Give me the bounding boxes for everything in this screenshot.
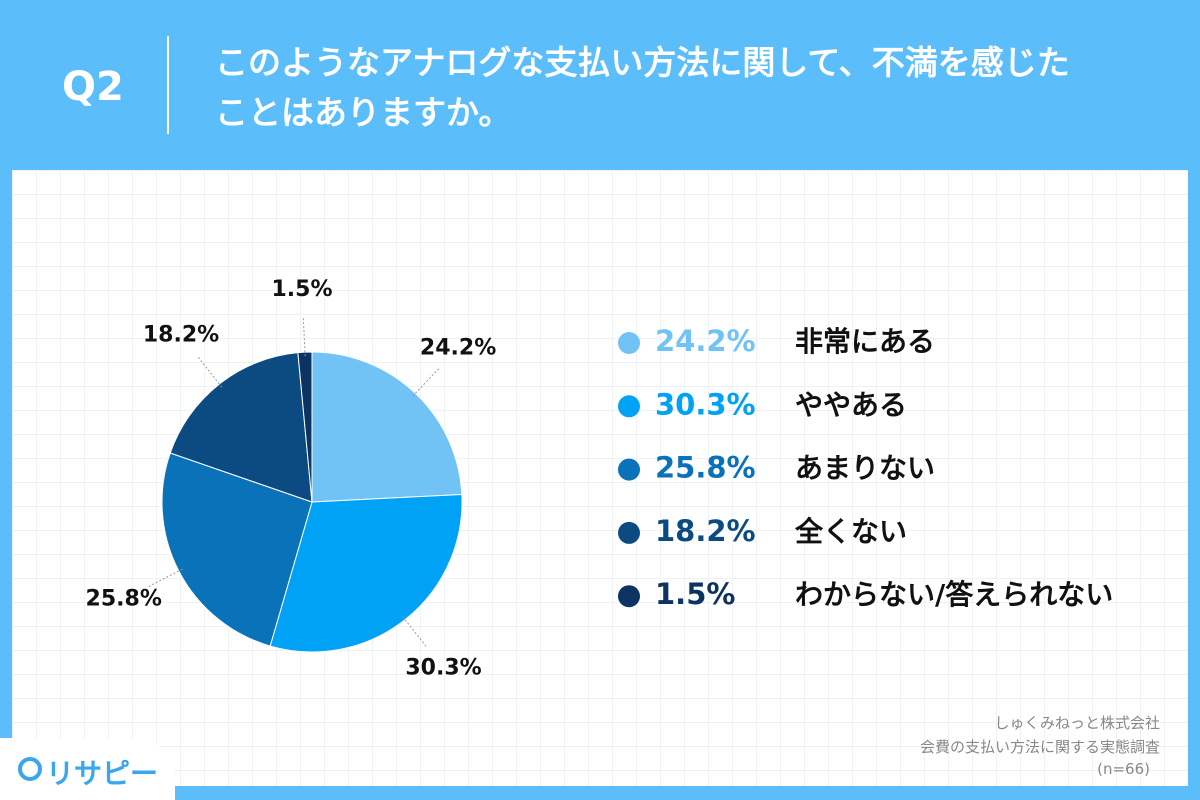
- leader-line: [147, 568, 183, 588]
- legend-value: 18.2%: [655, 514, 756, 548]
- legend-label: あまりない: [795, 452, 935, 485]
- legend-marker: [618, 585, 640, 608]
- pie-slice: [311, 351, 463, 503]
- legend-marker: [618, 395, 640, 418]
- pie-slice: [297, 351, 313, 503]
- leader-line: [402, 616, 428, 648]
- legend-value: 1.5%: [655, 577, 735, 611]
- source: (n=66): [1097, 760, 1150, 778]
- question: このようなアナログな支払い方法に関して、不満を感じた ことはありますか。: [215, 38, 1070, 138]
- legend-label: わからない/答えられない: [795, 578, 1113, 611]
- legend-value: 24.2%: [655, 324, 756, 358]
- question-line: このようなアナログな支払い方法に関して、不満を感じた: [215, 43, 1070, 82]
- logo-icon: [18, 757, 42, 781]
- logo-text: リサピー: [46, 757, 159, 790]
- source: しゅくみねっと株式会社: [994, 714, 1160, 732]
- logo: リサピー: [0, 738, 175, 800]
- legend-marker: [618, 458, 640, 481]
- pie-slice: [169, 352, 313, 503]
- question-number: Q2: [62, 64, 124, 110]
- data-label: 25.8%: [86, 586, 162, 611]
- source: 会費の支払い方法に関する実態調査: [919, 738, 1160, 756]
- question-line: ことはありますか。: [215, 93, 512, 132]
- legend-marker: [618, 521, 640, 544]
- data-label: 30.3%: [405, 655, 481, 680]
- data-label: 18.2%: [143, 322, 219, 347]
- pie-slice: [161, 452, 313, 647]
- legend-label: ややある: [795, 388, 907, 421]
- leader-line: [412, 367, 440, 397]
- data-label: 24.2%: [420, 335, 496, 360]
- legend-label: 非常にある: [795, 325, 935, 358]
- leader-line: [197, 356, 223, 388]
- legend-marker: [618, 332, 640, 354]
- legend-value: 30.3%: [655, 387, 756, 421]
- data-label: 1.5%: [272, 277, 333, 302]
- legend-label: 全くない: [794, 515, 907, 548]
- leader-line: [302, 317, 306, 357]
- legend-value: 25.8%: [655, 451, 756, 485]
- separator: [167, 36, 169, 134]
